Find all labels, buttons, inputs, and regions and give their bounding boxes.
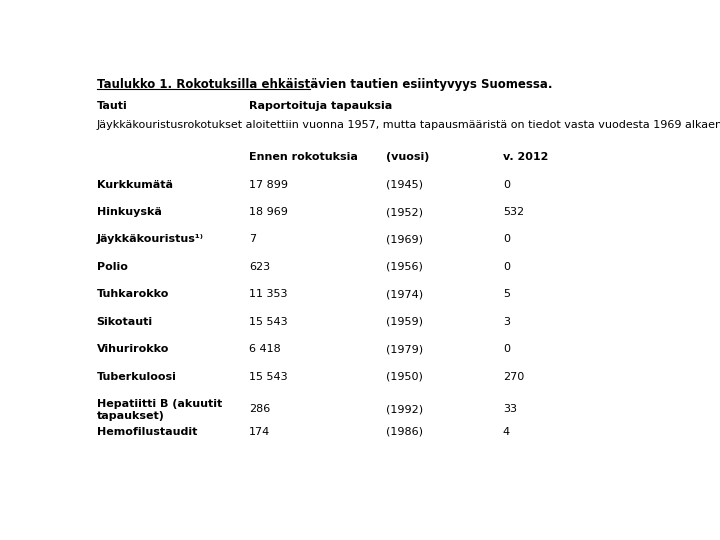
Text: Jäykkäkouristusrokotukset aloitettiin vuonna 1957, mutta tapausmääristä on tiedo: Jäykkäkouristusrokotukset aloitettiin vu…	[96, 120, 720, 130]
Text: 15 543: 15 543	[249, 372, 288, 382]
Text: 623: 623	[249, 262, 270, 272]
Text: Tuhkarokko: Tuhkarokko	[96, 289, 169, 299]
Text: (vuosi): (vuosi)	[386, 152, 429, 162]
Text: Hepatiitti B (akuutit
tapaukset): Hepatiitti B (akuutit tapaukset)	[96, 399, 222, 421]
Text: 15 543: 15 543	[249, 317, 288, 327]
Text: (1992): (1992)	[386, 404, 423, 414]
Text: 0: 0	[503, 262, 510, 272]
Text: v. 2012: v. 2012	[503, 152, 549, 162]
Text: 174: 174	[249, 427, 270, 436]
Text: 286: 286	[249, 404, 270, 414]
Text: Sikotauti: Sikotauti	[96, 317, 153, 327]
Text: 7: 7	[249, 234, 256, 245]
Text: 0: 0	[503, 344, 510, 354]
Text: 11 353: 11 353	[249, 289, 287, 299]
Text: Raportoituja tapauksia: Raportoituja tapauksia	[249, 102, 392, 111]
Text: 18 969: 18 969	[249, 207, 288, 217]
Text: 4: 4	[503, 427, 510, 436]
Text: Tuberkuloosi: Tuberkuloosi	[96, 372, 176, 382]
Text: 3: 3	[503, 317, 510, 327]
Text: Jäykkäkouristus¹⁾: Jäykkäkouristus¹⁾	[96, 234, 204, 245]
Text: Hemofilustaudit: Hemofilustaudit	[96, 427, 197, 436]
Text: (1956): (1956)	[386, 262, 423, 272]
Text: (1974): (1974)	[386, 289, 423, 299]
Text: (1986): (1986)	[386, 427, 423, 436]
Text: (1952): (1952)	[386, 207, 423, 217]
Text: (1950): (1950)	[386, 372, 423, 382]
Text: (1959): (1959)	[386, 317, 423, 327]
Text: (1945): (1945)	[386, 180, 423, 190]
Text: Vihurirokko: Vihurirokko	[96, 344, 169, 354]
Text: 270: 270	[503, 372, 524, 382]
Text: Polio: Polio	[96, 262, 127, 272]
Text: Tauti: Tauti	[96, 102, 127, 111]
Text: 33: 33	[503, 404, 517, 414]
Text: Taulukko 1. Rokotuksilla ehkäistävien tautien esiintyvyys Suomessa.: Taulukko 1. Rokotuksilla ehkäistävien ta…	[96, 78, 552, 91]
Text: 0: 0	[503, 234, 510, 245]
Text: 17 899: 17 899	[249, 180, 288, 190]
Text: Kurkkumätä: Kurkkumätä	[96, 180, 173, 190]
Text: 6 418: 6 418	[249, 344, 281, 354]
Text: Ennen rokotuksia: Ennen rokotuksia	[249, 152, 358, 162]
Text: (1969): (1969)	[386, 234, 423, 245]
Text: 5: 5	[503, 289, 510, 299]
Text: Hinkuyskä: Hinkuyskä	[96, 207, 161, 217]
Text: 0: 0	[503, 180, 510, 190]
Text: 532: 532	[503, 207, 524, 217]
Text: (1979): (1979)	[386, 344, 423, 354]
